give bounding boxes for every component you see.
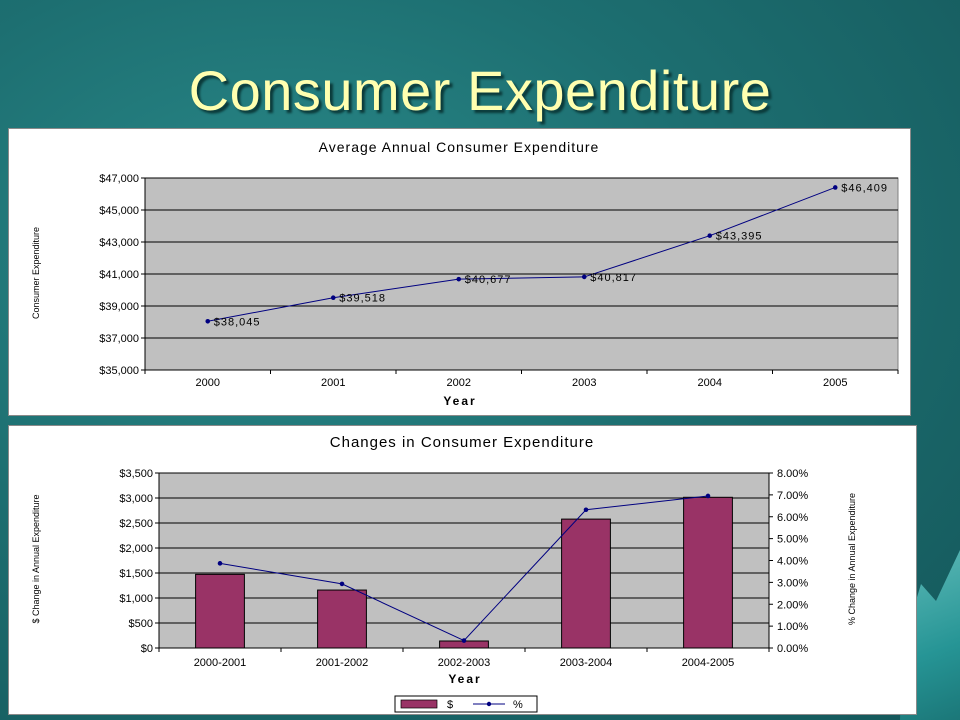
data-point [456,276,462,282]
line-chart: Average Annual Consumer Expenditure Year… [31,139,899,408]
data-point [581,274,587,280]
y-tick-label: $2,000 [119,543,153,555]
combo-chart: Changes in Consumer Expenditure Year $ C… [31,434,857,713]
chart-panel-expenditure: Average Annual Consumer Expenditure Year… [8,128,911,416]
y-tick-label: $2,500 [119,518,153,530]
y-tick-label: $500 [129,618,153,630]
slide-title: Consumer Expenditure [188,59,772,122]
x-tick-label: 2003 [572,377,596,389]
data-label: $46,409 [841,182,888,194]
bar [317,589,367,649]
bar [195,573,245,649]
chart-panel-changes: Changes in Consumer Expenditure Year $ C… [8,425,917,715]
series-line [207,186,836,322]
y2-tick-label: 8.00% [777,468,808,480]
x-tick-label: 2002-2003 [438,657,491,669]
x-tick-label: 2002 [447,377,471,389]
y-tick-label: $1,500 [119,568,153,580]
data-label: $40,817 [590,272,637,284]
data-label: $38,045 [214,316,261,328]
y2-tick-label: 3.00% [777,577,808,589]
y-axis-label: $ Change in Annual Expenditure [31,494,41,623]
y2-tick-label: 1.00% [777,621,808,633]
data-point [330,295,336,301]
x-axis-label: Year [443,394,476,408]
y-axis-label: Consumer Expenditure [31,227,41,319]
chart-title: Average Annual Consumer Expenditure [319,139,600,155]
data-point [705,493,711,499]
y2-tick-label: 4.00% [777,556,808,568]
y-tick-label: $35,000 [99,365,139,377]
y-tick-label: $37,000 [99,333,139,345]
x-tick-label: 2005 [823,377,847,389]
x-tick-label: 2004-2005 [682,657,735,669]
data-point [217,561,223,566]
data-point [461,638,467,643]
legend-label-bar: $ [447,699,453,711]
data-label: $39,518 [339,293,386,305]
x-tick-label: 2001-2002 [316,657,369,669]
x-tick-label: 2003-2004 [560,657,613,669]
legend-bar-swatch [400,699,438,709]
y2-tick-label: 0.00% [777,643,808,655]
x-tick-label: 2000 [196,377,220,389]
data-label: $43,395 [716,231,763,243]
bar [683,496,733,649]
data-point [832,185,838,190]
legend-label-line: % [513,699,523,711]
legend-line-marker [486,701,492,707]
x-tick-label: 2000-2001 [194,657,247,669]
data-point [339,581,345,587]
y-tick-label: $41,000 [99,269,139,281]
y2-tick-label: 2.00% [777,599,808,611]
data-point [583,507,589,513]
y2-tick-label: 5.00% [777,534,808,546]
x-tick-label: 2001 [321,377,345,389]
x-tick-label: 2004 [698,377,722,389]
data-point [707,233,713,238]
y-tick-label: $47,000 [99,173,139,185]
y-tick-label: $43,000 [99,237,139,249]
x-axis-label: Year [448,672,481,686]
y-tick-label: $45,000 [99,205,139,217]
y-tick-label: $3,000 [119,493,153,505]
y-tick-label: $3,500 [119,468,153,480]
bar [561,518,611,649]
data-label: $40,677 [465,274,512,286]
data-point [205,318,211,324]
y-tick-label: $1,000 [119,593,153,605]
plot-area [158,472,770,649]
y2-tick-label: 7.00% [777,490,808,502]
y2-tick-label: 6.00% [777,512,808,524]
y-tick-label: $0 [141,643,153,655]
y2-axis-label: % Change in Annual Expenditure [847,493,857,625]
y-tick-label: $39,000 [99,301,139,313]
legend: $ % [394,695,538,713]
chart-title: Changes in Consumer Expenditure [330,434,594,451]
